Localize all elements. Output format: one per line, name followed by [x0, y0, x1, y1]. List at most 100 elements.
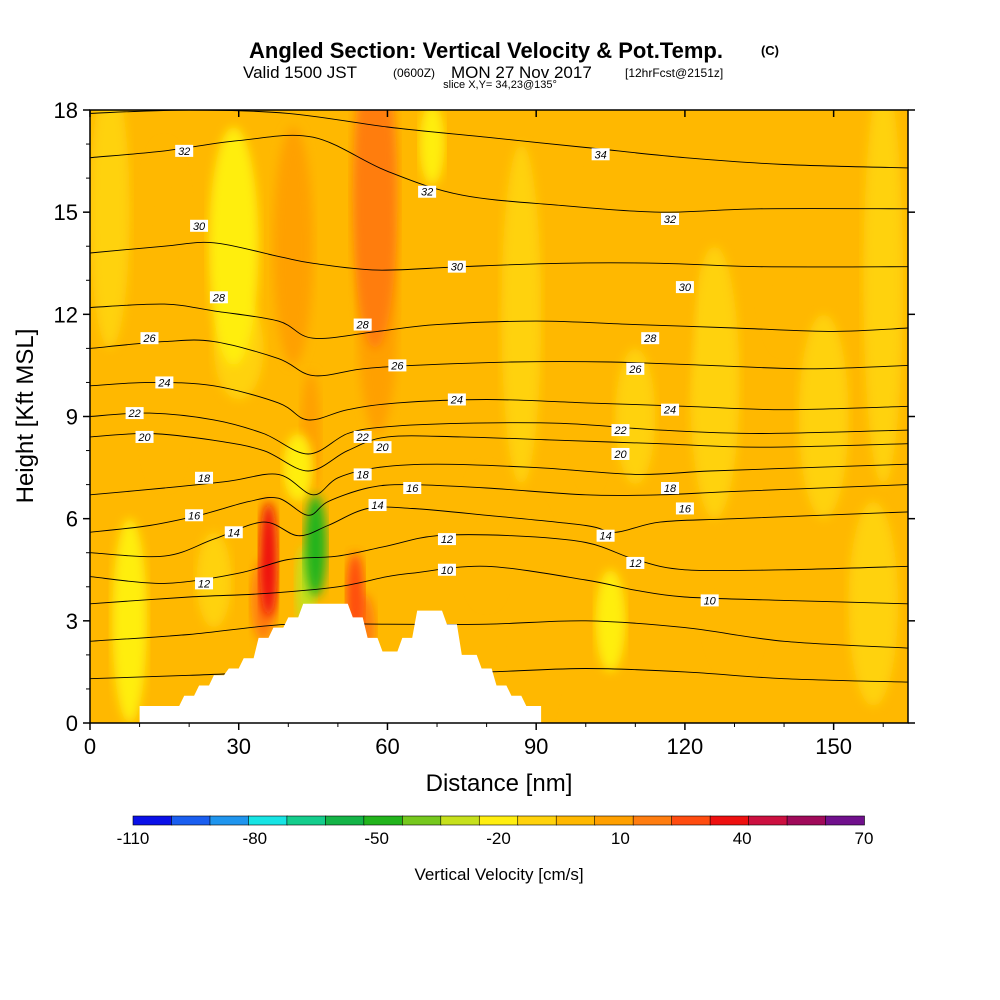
contour-label: 22 — [353, 430, 372, 444]
colorbar-swatch — [517, 815, 558, 826]
y-axis: 0 3 6 9 12 15 18 — [54, 98, 915, 736]
isentrope-10 — [90, 565, 908, 605]
contour-label-box — [447, 260, 466, 273]
contour-label-text: 22 — [127, 408, 140, 420]
contour-label-box — [700, 594, 719, 607]
contour-label: 26 — [626, 362, 645, 376]
contour-label-box — [675, 502, 694, 515]
isentrope-8 — [90, 620, 908, 649]
chart-title: Angled Section: Vertical Velocity & Pot.… — [249, 38, 723, 63]
colorbar-swatch — [440, 815, 481, 826]
velocity-cell — [259, 501, 278, 618]
contour-label: 22 — [125, 407, 144, 420]
contour-label-text: 24 — [663, 405, 676, 417]
contour-label-box — [353, 430, 372, 443]
colorbar-tick-label: -110 — [117, 829, 150, 848]
x-tick-label: 30 — [226, 734, 250, 759]
velocity-cell — [139, 144, 190, 485]
contour-label-box — [641, 332, 660, 345]
isentrope-14 — [90, 506, 908, 558]
velocity-field — [90, 110, 904, 723]
contour-label-text: 12 — [629, 558, 641, 570]
contour-label-box — [418, 185, 437, 198]
contour-label: 32 — [175, 144, 194, 158]
contour-label: 20 — [611, 447, 630, 461]
contour-label: 30 — [675, 281, 694, 294]
velocity-cell — [704, 467, 765, 672]
velocity-cell — [283, 433, 314, 502]
contour-label-box — [125, 407, 144, 420]
contour-label: 12 — [437, 533, 456, 546]
contour-label: 18 — [661, 482, 680, 495]
contour-label-text: 24 — [450, 394, 463, 406]
contour-label-text: 34 — [595, 149, 607, 161]
contour-label-box — [661, 403, 680, 416]
contour-label: 32 — [661, 212, 680, 226]
forecast-tag-label: [12hrFcst@2151z] — [625, 66, 723, 80]
contour-label-box — [611, 424, 630, 437]
contour-label: 34 — [591, 148, 610, 161]
y-tick-label: 3 — [66, 609, 78, 634]
contour-label: 32 — [418, 185, 437, 199]
colorbar-tick-label: 10 — [611, 829, 630, 848]
velocity-cell — [419, 110, 445, 185]
valid-date-label: MON 27 Nov 2017 — [451, 63, 592, 82]
x-tick-label: 150 — [815, 734, 852, 759]
colorbar-swatch — [594, 815, 634, 826]
contour-label-text: 12 — [441, 534, 453, 546]
colorbar-label: Vertical Velocity [cm/s] — [414, 865, 583, 884]
velocity-cell — [863, 110, 904, 485]
contour-label-box — [661, 212, 680, 225]
contour-label-layer: 32 34 32 32 30 30 30 28 28 28 26 26 26 24 24 24 22 22 22 20… — [125, 144, 719, 607]
y-tick-label: 18 — [54, 98, 78, 123]
contour-label-box — [373, 441, 392, 454]
contour-label: 14 — [224, 526, 243, 539]
isentrope-24 — [90, 381, 908, 421]
contour-label-text: 30 — [451, 262, 464, 274]
contour-label-box — [368, 499, 387, 512]
contour-label-box — [195, 577, 214, 590]
contour-label-text: 24 — [157, 377, 170, 389]
colorbar-tick-label: -50 — [364, 829, 389, 848]
x-axis: 0 30 60 90 120 150 — [84, 110, 884, 759]
contour-label: 28 — [353, 318, 372, 332]
isentrope-18 — [90, 463, 908, 496]
contour-label-text: 26 — [628, 364, 642, 376]
contour-label: 24 — [155, 376, 174, 389]
y-tick-label: 9 — [66, 405, 78, 430]
contour-label-text: 10 — [704, 595, 717, 607]
contour-label: 26 — [388, 359, 407, 372]
contour-label-text: 16 — [188, 510, 201, 522]
plot-area: 32 34 32 32 30 30 30 28 28 28 26 26 26 24 24 24 22 22 22 20… — [90, 110, 908, 723]
colorbar-swatch — [555, 815, 596, 826]
contour-label-box — [596, 529, 615, 542]
contour-label: 30 — [447, 260, 466, 274]
contour-label-text: 14 — [599, 531, 611, 543]
contour-label: 18 — [353, 468, 372, 481]
colorbar-swatch — [671, 815, 711, 826]
contour-label-text: 22 — [613, 425, 626, 437]
contour-label: 12 — [626, 556, 645, 570]
contour-label: 10 — [700, 594, 719, 607]
title-unit: (C) — [761, 43, 779, 58]
colorbar-swatch — [286, 815, 327, 826]
contour-label-text: 20 — [613, 449, 627, 461]
contour-label-box — [195, 471, 214, 484]
contour-label-box — [611, 447, 630, 460]
contour-label: 14 — [596, 529, 615, 543]
colorbar-swatch — [748, 815, 788, 826]
y-axis-label: Height [Kft MSL] — [12, 329, 39, 504]
contour-label-box — [626, 556, 645, 569]
contour-label-box — [675, 281, 694, 294]
contour-label: 28 — [209, 291, 228, 304]
contour-label-text: 18 — [357, 469, 370, 481]
contour-label: 26 — [140, 332, 159, 345]
colorbar-tick-label: -80 — [243, 829, 268, 848]
contour-label-box — [403, 482, 422, 495]
contour-label-text: 30 — [193, 221, 206, 233]
velocity-cell — [112, 518, 148, 723]
isentrope-32 — [90, 134, 908, 213]
contour-label: 24 — [661, 403, 680, 417]
contour-label-text: 16 — [679, 503, 692, 515]
